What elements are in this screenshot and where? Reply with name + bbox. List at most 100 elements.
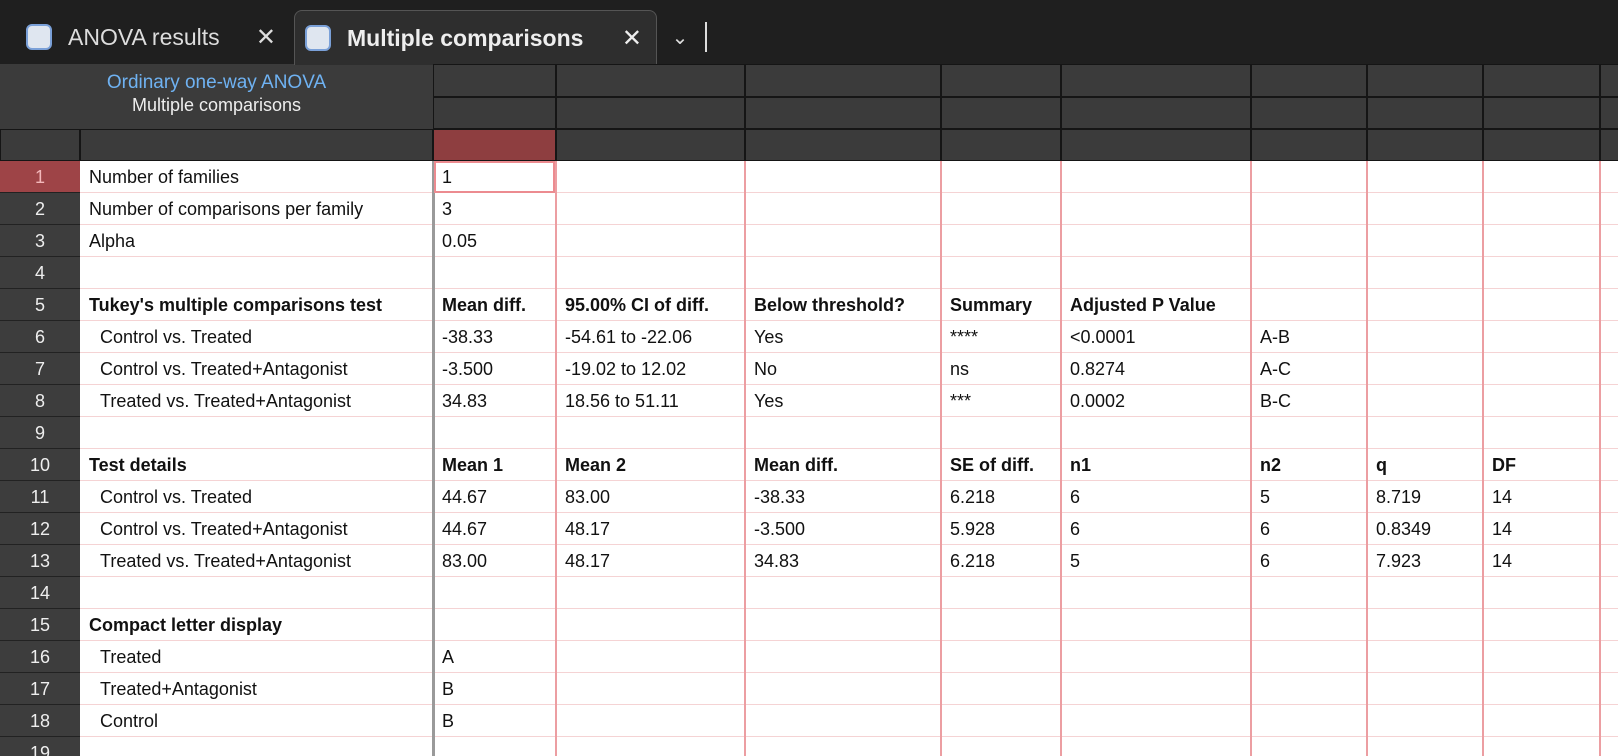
tab[interactable]: ANOVA results ✕ xyxy=(20,10,290,64)
cell-text: 0.0002 xyxy=(1070,391,1126,411)
cell-text: Control vs. Treated xyxy=(100,327,253,347)
tab[interactable]: Multiple comparisons ✕ xyxy=(294,10,657,65)
cell-text: *** xyxy=(950,391,972,411)
cell-text: Below threshold? xyxy=(754,295,906,315)
row-number-cell xyxy=(0,449,80,481)
cell-text: -38.33 xyxy=(442,327,494,347)
row-line xyxy=(80,480,1618,481)
cell-text: Adjusted P Value xyxy=(1070,295,1216,315)
row-line xyxy=(80,224,1618,225)
column-header xyxy=(1367,64,1483,97)
cell-text: Number of comparisons per family xyxy=(89,199,364,219)
row-number-cell xyxy=(0,225,80,257)
column-header xyxy=(556,97,745,129)
cell-text: No xyxy=(754,359,778,379)
row-line xyxy=(80,544,1618,545)
column-header xyxy=(745,129,941,161)
column-line xyxy=(1599,161,1601,756)
row-line xyxy=(80,608,1618,609)
row-number: 8 xyxy=(34,391,45,411)
cell-text: 0.8274 xyxy=(1070,359,1126,379)
column-header xyxy=(433,129,556,161)
cell-text: 0.8349 xyxy=(1376,519,1432,539)
row-number: 14 xyxy=(29,583,51,603)
row-number-cell xyxy=(0,161,80,193)
cell-text: Mean 1 xyxy=(442,455,504,475)
column-header xyxy=(1251,97,1367,129)
column-header xyxy=(433,64,556,97)
cell-text: ns xyxy=(950,359,970,379)
tab-icon xyxy=(305,25,331,51)
cell-text: 7.923 xyxy=(1376,551,1422,571)
cell-text: Treated+Antagonist xyxy=(100,679,257,699)
row-number: 18 xyxy=(29,711,51,731)
column-header xyxy=(1600,97,1618,129)
cell-text: 14 xyxy=(1492,487,1513,507)
tab-close[interactable]: ✕ xyxy=(621,24,642,52)
column-header xyxy=(1483,129,1600,161)
row-number-cell xyxy=(0,353,80,385)
cell-text: SE of diff. xyxy=(950,455,1034,475)
row-line xyxy=(80,672,1618,673)
cell-text: Yes xyxy=(754,391,784,411)
column-header xyxy=(1483,97,1600,129)
cell-text: 3 xyxy=(442,199,453,219)
row-number-cell xyxy=(0,737,80,756)
cell-text: 6 xyxy=(1260,551,1271,571)
cell-text: 14 xyxy=(1492,551,1513,571)
tab-menu[interactable]: ⌄ xyxy=(671,26,689,49)
cell-text: 44.67 xyxy=(442,519,488,539)
cell-text: Control xyxy=(100,711,159,731)
row-number-cell xyxy=(0,641,80,673)
row-line xyxy=(80,384,1618,385)
cell-text: n1 xyxy=(1070,455,1092,475)
row-number: 7 xyxy=(34,359,45,379)
cell-text: Summary xyxy=(950,295,1033,315)
row-line xyxy=(80,512,1618,513)
column-header xyxy=(556,64,745,97)
row-number: 19 xyxy=(29,743,51,756)
row-number-cell xyxy=(0,257,80,289)
column-header xyxy=(1061,64,1251,97)
column-header xyxy=(1483,64,1600,97)
selected-cell[interactable] xyxy=(434,161,555,193)
column-header xyxy=(941,97,1061,129)
cell-text: 34.83 xyxy=(754,551,800,571)
row-number: 9 xyxy=(34,423,45,443)
cell-text: 14 xyxy=(1492,519,1513,539)
row-number: 5 xyxy=(34,295,45,315)
column-line xyxy=(555,161,557,756)
row-number: 10 xyxy=(29,455,51,475)
tab-icon xyxy=(26,24,52,50)
row-line xyxy=(80,320,1618,321)
tab-close[interactable]: ✕ xyxy=(255,23,276,51)
row-number: 4 xyxy=(34,263,45,283)
cell-text: Mean diff. xyxy=(442,295,526,315)
cell-text: -3.500 xyxy=(754,519,806,539)
cell-text: B xyxy=(442,711,455,731)
row-number-cell xyxy=(0,289,80,321)
cell-text: 6.218 xyxy=(950,551,996,571)
row-number: 11 xyxy=(30,487,50,507)
row-line xyxy=(80,192,1618,193)
cell-text: -3.500 xyxy=(442,359,494,379)
cell-text: 5 xyxy=(1070,551,1081,571)
tab-divider xyxy=(705,22,707,52)
column-header xyxy=(941,129,1061,161)
cell-text: 83.00 xyxy=(442,551,488,571)
cell-text: 6.218 xyxy=(950,487,996,507)
cell-text: Control vs. Treated xyxy=(100,487,253,507)
cell-text: 8.719 xyxy=(1376,487,1422,507)
row-number: 16 xyxy=(29,647,51,667)
cell-text: n2 xyxy=(1260,455,1282,475)
row-number-cell xyxy=(0,609,80,641)
row-number: 1 xyxy=(34,167,45,187)
column-header xyxy=(1251,64,1367,97)
row-number: 15 xyxy=(29,615,51,635)
cell-text: <0.0001 xyxy=(1070,327,1136,347)
column-line xyxy=(940,161,942,756)
column-header xyxy=(1600,64,1618,97)
cell-text: Alpha xyxy=(89,231,136,251)
cell-text: 0.05 xyxy=(442,231,478,251)
row-header-corner xyxy=(0,129,80,161)
